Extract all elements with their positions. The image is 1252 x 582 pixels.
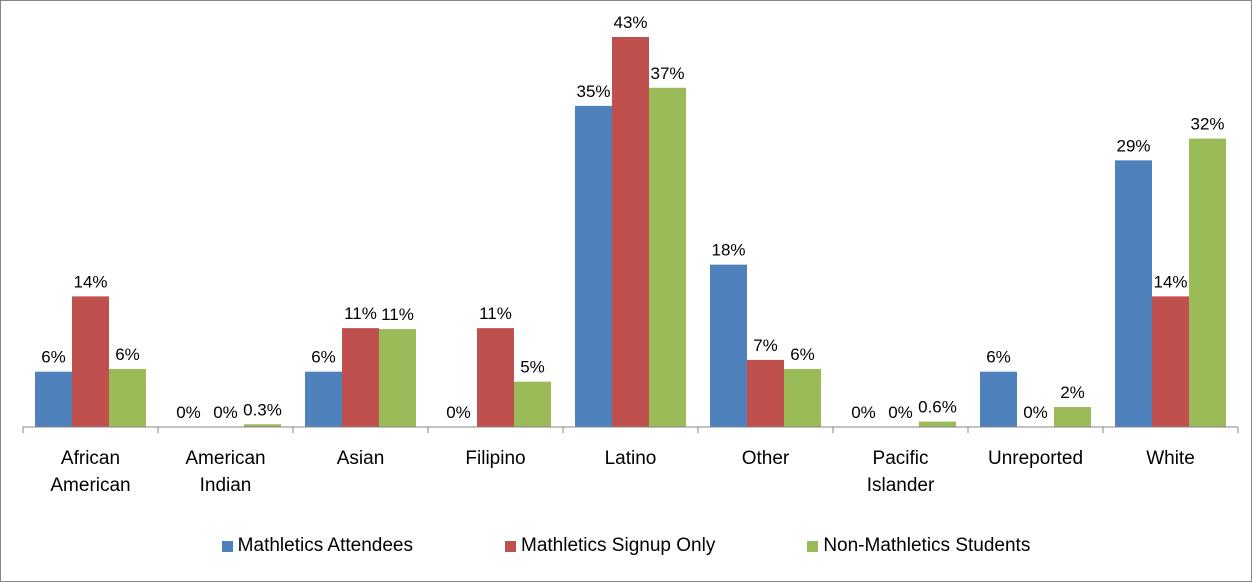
data-label: 37% [650, 64, 684, 83]
bar [575, 105, 612, 427]
data-label: 0% [851, 403, 876, 422]
legend-label: Mathletics Attendees [237, 535, 413, 556]
legend-swatch [505, 540, 516, 552]
data-label: 7% [753, 336, 778, 355]
x-tick-label: Latino [604, 448, 657, 469]
data-label: 0.6% [918, 398, 957, 417]
data-label: 14% [73, 272, 107, 291]
data-label: 0% [176, 403, 201, 422]
legend-item: Mathletics Attendees [221, 535, 413, 557]
bar [72, 296, 109, 427]
bar [305, 371, 342, 427]
data-label: 0% [446, 403, 471, 422]
data-label: 0% [888, 403, 913, 422]
x-tick-label: Asian [336, 448, 385, 469]
legend-swatch [221, 540, 233, 552]
data-label: 14% [1153, 272, 1187, 291]
x-tick-label: White [1146, 448, 1195, 469]
bar [710, 264, 747, 427]
data-label: 32% [1190, 115, 1224, 134]
legend-item: Mathletics Signup Only [505, 535, 715, 557]
x-tick-label: Other [741, 448, 790, 469]
data-label: 29% [1116, 136, 1150, 155]
x-tick-label: Filipino [465, 448, 526, 469]
bar [1189, 138, 1226, 427]
bar [514, 381, 551, 427]
bar [747, 359, 784, 427]
legend-label: Non-Mathletics Students [823, 535, 1031, 556]
bar [379, 329, 416, 427]
x-tick-label: African American [50, 448, 131, 496]
data-label: 6% [790, 345, 815, 364]
bar [919, 421, 956, 427]
bar [980, 371, 1017, 427]
bar [612, 36, 649, 428]
bar [1152, 296, 1189, 427]
data-label: 35% [576, 82, 610, 101]
x-tick-label: American Indian [185, 448, 266, 496]
x-tick-label: Unreported [987, 448, 1084, 469]
bar [477, 328, 514, 427]
data-label: 11% [381, 305, 414, 324]
data-label: 11% [479, 304, 512, 323]
bar [1054, 407, 1091, 427]
x-tick-label: Pacific Islander [866, 448, 935, 496]
bar [649, 87, 686, 428]
data-label: 0.3% [243, 400, 282, 419]
legend-swatch [807, 540, 819, 552]
legend: Mathletics Attendees Mathletics Signup On… [1, 535, 1251, 557]
data-label: 5% [520, 358, 545, 377]
data-label: 6% [115, 345, 140, 364]
data-label: 2% [1060, 383, 1085, 402]
bar [342, 328, 379, 427]
legend-item: Non-Mathletics Students [807, 535, 1030, 557]
data-label: 0% [213, 403, 238, 422]
data-label: 6% [986, 348, 1011, 367]
bar [244, 424, 281, 427]
bar [109, 368, 146, 427]
data-label: 6% [311, 348, 336, 367]
bar [35, 371, 72, 427]
data-label: 43% [613, 13, 647, 32]
legend-label: Mathletics Signup Only [521, 535, 716, 556]
data-label: 6% [41, 348, 66, 367]
bar [1115, 160, 1152, 428]
data-label: 0% [1023, 403, 1048, 422]
data-label: 18% [711, 241, 745, 260]
bar [784, 368, 821, 427]
data-label: 11% [344, 304, 377, 323]
